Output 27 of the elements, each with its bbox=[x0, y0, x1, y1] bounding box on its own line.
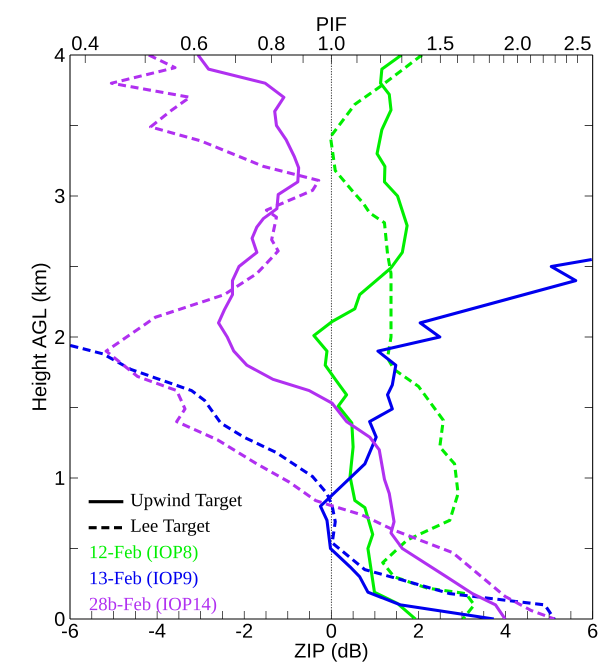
annotation: Upwind Target bbox=[130, 493, 242, 510]
annotation: Lee Target bbox=[130, 520, 210, 536]
y-tick-label: 0 bbox=[54, 612, 64, 626]
text: 12-Feb (IOP8) bbox=[90, 545, 198, 562]
x2-tick-label: 0.4 bbox=[72, 36, 99, 50]
y-tick-label: 3 bbox=[54, 188, 64, 204]
y-tick-label: 4 bbox=[54, 48, 65, 62]
x-tick-label: -2 bbox=[236, 624, 252, 638]
x-tick-label: 4 bbox=[500, 624, 511, 638]
x-tick-label: -4 bbox=[149, 624, 166, 638]
text: 28b-Feb (IOP14) bbox=[90, 597, 216, 614]
x-tick-label: -6 bbox=[62, 624, 78, 638]
x2-tick-label: 1.0 bbox=[318, 36, 344, 50]
x-axis-title: ZIP (dB) bbox=[294, 643, 368, 662]
x-tick-label: 6 bbox=[588, 624, 598, 638]
x-tick-label: 0 bbox=[326, 624, 336, 638]
x2-tick-label: 0.6 bbox=[181, 36, 208, 50]
y-tick-label: 1 bbox=[56, 471, 64, 485]
x-tick-label: 2 bbox=[414, 624, 423, 638]
x2-tick-label: 1.5 bbox=[428, 36, 454, 50]
y-tick-label: 2 bbox=[55, 330, 64, 344]
x2-tick-label: 0.8 bbox=[258, 36, 284, 50]
x2-axis-title: PIF bbox=[317, 17, 346, 31]
text: 13-Feb (IOP9) bbox=[90, 571, 198, 588]
x2-tick-label: 2.5 bbox=[564, 36, 591, 50]
y-axis-title: Height AGL (km) bbox=[32, 264, 50, 410]
x2-tick-label: 2.0 bbox=[504, 36, 531, 50]
